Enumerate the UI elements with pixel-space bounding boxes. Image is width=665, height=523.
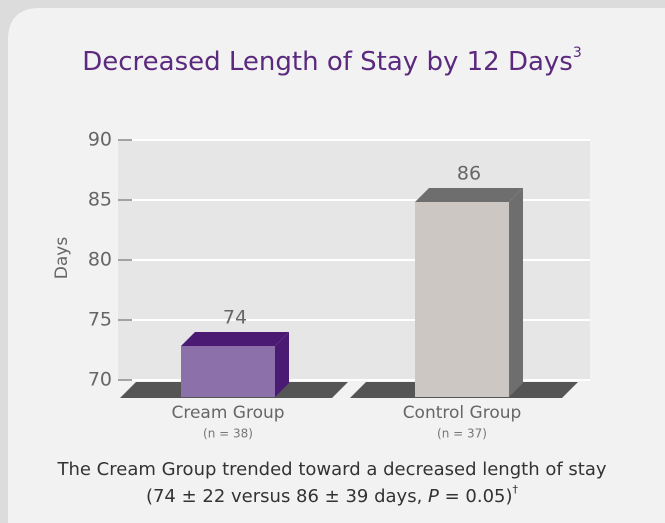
- bar-side: [275, 332, 289, 397]
- caption-superscript: †: [513, 483, 519, 496]
- x-tick-note: (n = 37): [437, 427, 487, 441]
- caption-text: P: [428, 486, 439, 507]
- bar-front: [415, 202, 509, 397]
- value-label: 86: [457, 163, 481, 185]
- y-tick-label: 80: [88, 249, 112, 271]
- title-text: Decreased Length of Stay by 12 Days: [82, 47, 573, 77]
- title-superscript: 3: [573, 45, 582, 61]
- bar: [181, 332, 289, 397]
- value-label: 74: [223, 307, 247, 329]
- y-tick-label: 90: [88, 129, 112, 151]
- caption-line: The Cream Group trended toward a decreas…: [56, 459, 606, 480]
- caption-line: (74 ± 22 versus 86 ± 39 days, P = 0.05)†: [146, 483, 519, 507]
- caption-text: The Cream Group trended toward a decreas…: [56, 459, 606, 480]
- bar-top: [415, 188, 523, 202]
- y-tick-label: 70: [88, 369, 112, 391]
- y-tick-label: 75: [88, 309, 112, 331]
- chart-title: Decreased Length of Stay by 12 Days3: [82, 45, 582, 77]
- x-tick-label: Control Group: [403, 403, 522, 423]
- y-tick-label: 85: [88, 189, 112, 211]
- bar-front: [181, 346, 275, 397]
- x-tick-label: Cream Group: [171, 403, 284, 423]
- caption-text: = 0.05): [439, 486, 513, 507]
- bar: [415, 188, 523, 397]
- x-tick-note: (n = 38): [203, 427, 253, 441]
- caption-text: (74 ± 22 versus 86 ± 39 days,: [146, 486, 428, 507]
- y-axis-label: Days: [52, 237, 72, 280]
- bar-top: [181, 332, 289, 346]
- bar-side: [509, 188, 523, 397]
